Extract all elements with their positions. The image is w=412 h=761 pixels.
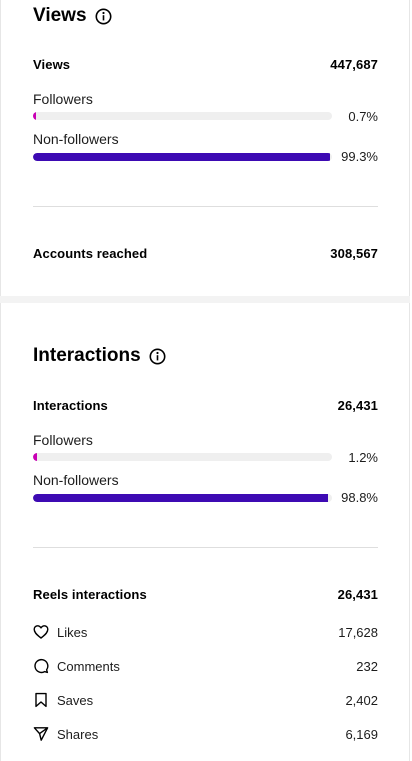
interactions-title: Interactions — [33, 345, 166, 367]
left-border — [0, 0, 1, 761]
metric-label: Saves — [57, 692, 94, 708]
metric-row-shares: Shares 6,169 — [33, 723, 378, 745]
interactions-total-row: Interactions 26,431 — [33, 395, 378, 415]
info-icon[interactable] — [95, 8, 112, 25]
interactions-non-followers-pct: 98.8% — [341, 490, 378, 505]
views-followers-bar-fill — [33, 112, 36, 120]
section-separator — [0, 296, 410, 303]
views-followers-pct: 0.7% — [348, 109, 378, 124]
views-non-followers-bar-fill — [33, 153, 330, 161]
views-non-followers-pct: 99.3% — [341, 149, 378, 164]
metric-value: 17,628 — [338, 624, 378, 640]
reels-interactions-row: Reels interactions 26,431 — [33, 584, 378, 604]
reels-interactions-label: Reels interactions — [33, 586, 147, 602]
metric-label: Shares — [57, 726, 99, 742]
accounts-reached-row: Accounts reached 308,567 — [33, 243, 378, 263]
metric-label: Likes — [57, 624, 88, 640]
views-title-text: Views — [33, 5, 87, 26]
right-border — [409, 0, 410, 761]
views-followers-bar — [33, 112, 332, 120]
interactions-followers-bar-fill — [33, 453, 37, 461]
views-total-row: Views 447,687 — [33, 54, 378, 74]
interactions-non-followers-label: Non-followers — [33, 472, 119, 488]
metric-row-likes: Likes 17,628 — [33, 621, 378, 643]
views-section: Views Views 447,687 Followers 0.7% Non-f… — [33, 0, 378, 296]
info-icon[interactable] — [149, 348, 166, 365]
interactions-total-label: Interactions — [33, 397, 108, 413]
metric-row-comments: Comments 232 — [33, 655, 378, 677]
comment-icon — [33, 658, 49, 674]
interactions-section: Interactions Interactions 26,431 Followe… — [33, 303, 378, 753]
views-total-label: Views — [33, 56, 71, 72]
interactions-title-text: Interactions — [33, 345, 141, 366]
interactions-followers-pct: 1.2% — [348, 450, 378, 465]
views-non-followers-label: Non-followers — [33, 131, 119, 147]
accounts-reached-value: 308,567 — [330, 245, 378, 261]
interactions-followers-label: Followers — [33, 432, 93, 448]
views-followers-label: Followers — [33, 91, 93, 107]
views-divider — [33, 206, 378, 207]
metric-value: 232 — [356, 658, 378, 674]
bookmark-icon — [33, 692, 49, 708]
heart-icon — [33, 624, 49, 640]
views-non-followers-bar — [33, 153, 332, 161]
reels-interactions-value: 26,431 — [337, 586, 378, 602]
metric-value: 6,169 — [345, 726, 378, 742]
views-total-value: 447,687 — [330, 56, 378, 72]
metric-label: Comments — [57, 658, 120, 674]
metric-row-saves: Saves 2,402 — [33, 689, 378, 711]
send-icon — [33, 726, 49, 742]
views-title: Views — [33, 5, 112, 27]
accounts-reached-label: Accounts reached — [33, 245, 148, 261]
interactions-non-followers-bar-fill — [33, 494, 328, 502]
interactions-followers-bar — [33, 453, 332, 461]
interactions-non-followers-bar — [33, 494, 332, 502]
metric-value: 2,402 — [345, 692, 378, 708]
interactions-total-value: 26,431 — [337, 397, 378, 413]
interactions-divider — [33, 547, 378, 548]
